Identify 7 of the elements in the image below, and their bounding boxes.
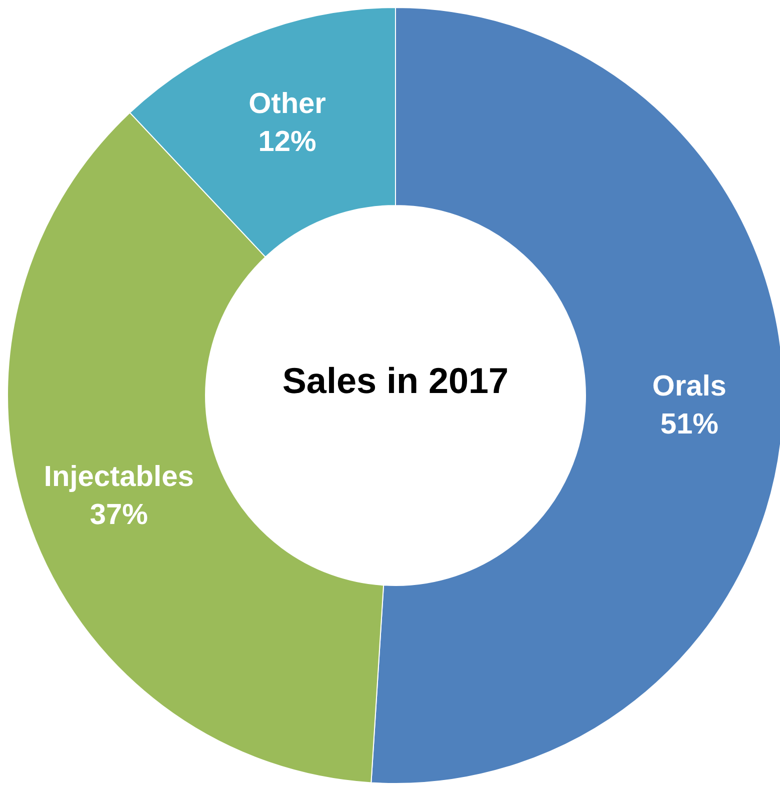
slice-label: Injectables xyxy=(44,461,194,494)
slice-label: Orals xyxy=(652,370,726,403)
slice-label: Other xyxy=(248,88,326,120)
data-label: 12% xyxy=(258,126,317,158)
data-label: 51% xyxy=(660,408,719,441)
data-label: 37% xyxy=(90,499,148,532)
text: Sales in 2017 xyxy=(282,360,509,401)
